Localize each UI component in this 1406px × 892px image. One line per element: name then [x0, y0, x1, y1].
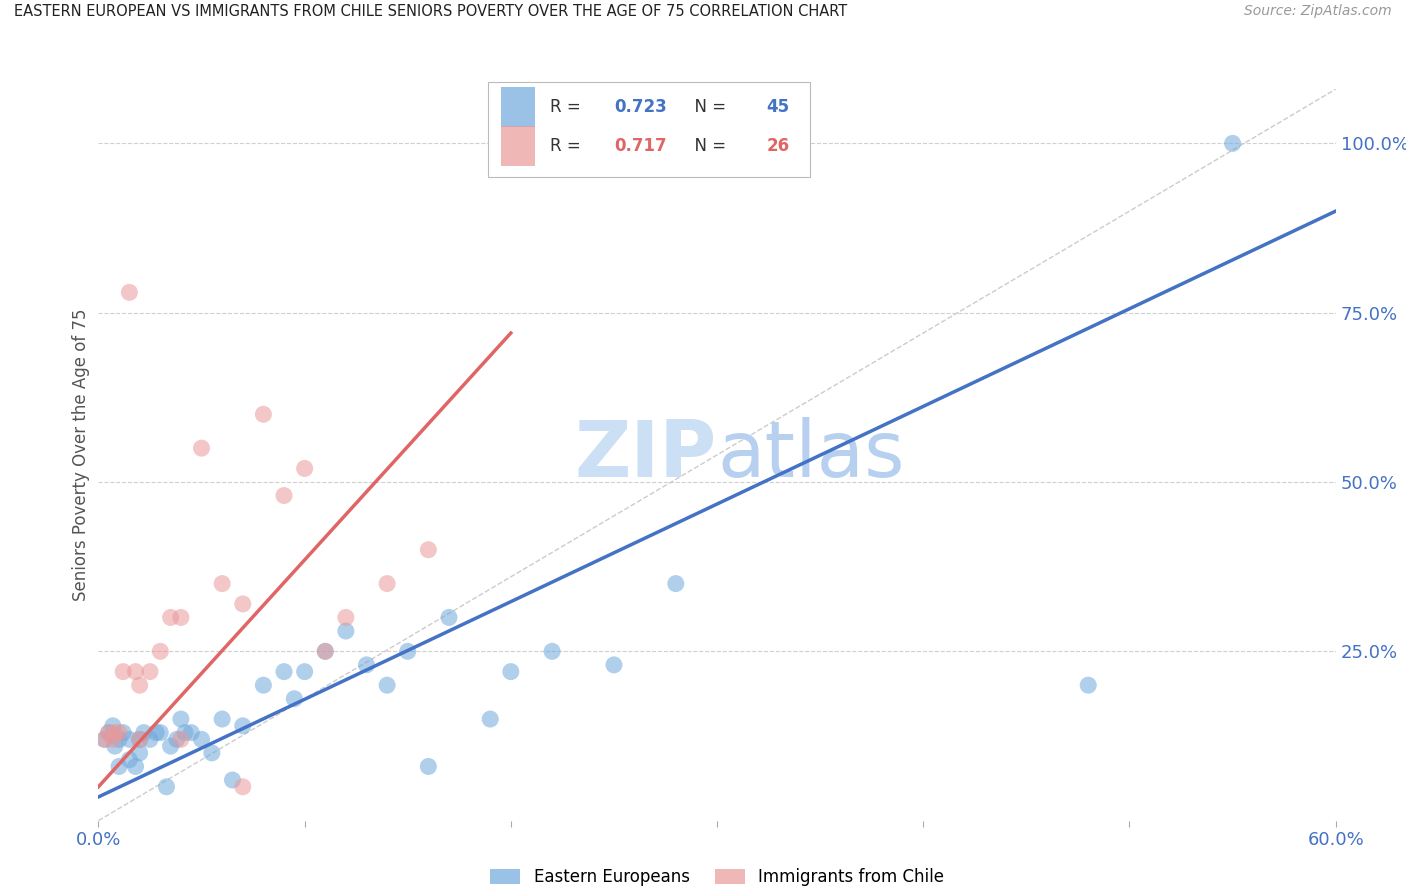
Point [437, 610, 460, 624]
Point [314, 644, 336, 658]
Point [1077, 678, 1099, 692]
Point [170, 610, 193, 624]
Point [104, 739, 127, 753]
Point [132, 725, 155, 739]
Point [232, 780, 254, 794]
Point [118, 285, 141, 300]
Point [93, 732, 115, 747]
Point [201, 746, 224, 760]
Text: ZIP: ZIP [575, 417, 717, 493]
Point [232, 719, 254, 733]
Point [149, 725, 172, 739]
Point [232, 597, 254, 611]
Point [418, 759, 440, 773]
Point [418, 542, 440, 557]
Point [1222, 136, 1244, 151]
Point [283, 691, 305, 706]
Point [108, 759, 131, 773]
Text: 26: 26 [766, 136, 790, 155]
Point [170, 732, 193, 747]
Point [128, 732, 150, 747]
Point [97, 725, 120, 739]
Text: R =: R = [550, 98, 586, 116]
Point [139, 732, 162, 747]
FancyBboxPatch shape [501, 126, 536, 166]
Text: atlas: atlas [717, 417, 904, 493]
Text: Source: ZipAtlas.com: Source: ZipAtlas.com [1244, 4, 1392, 19]
Point [375, 678, 398, 692]
Point [118, 732, 141, 747]
Text: 0.717: 0.717 [614, 136, 666, 155]
Text: R =: R = [550, 136, 586, 155]
Point [128, 732, 150, 747]
Point [479, 712, 502, 726]
Point [124, 759, 146, 773]
Point [294, 461, 316, 475]
Point [93, 732, 115, 747]
Point [159, 739, 181, 753]
Point [101, 719, 124, 733]
Point [145, 725, 167, 739]
FancyBboxPatch shape [488, 82, 810, 177]
Point [108, 732, 131, 747]
Point [118, 753, 141, 767]
Point [159, 610, 181, 624]
Point [273, 489, 295, 503]
Point [252, 678, 274, 692]
Point [665, 576, 688, 591]
Point [356, 657, 378, 672]
FancyBboxPatch shape [501, 87, 536, 128]
Point [149, 644, 172, 658]
Point [603, 657, 626, 672]
Text: N =: N = [683, 136, 731, 155]
Point [128, 746, 150, 760]
Point [104, 725, 127, 739]
Point [252, 407, 274, 421]
Point [335, 610, 357, 624]
Legend: Eastern Europeans, Immigrants from Chile: Eastern Europeans, Immigrants from Chile [484, 862, 950, 892]
Point [112, 725, 135, 739]
Point [211, 712, 233, 726]
Text: N =: N = [683, 98, 731, 116]
Point [375, 576, 398, 591]
Point [128, 678, 150, 692]
Point [108, 725, 131, 739]
Text: 45: 45 [766, 98, 790, 116]
Point [139, 665, 162, 679]
Point [335, 624, 357, 638]
Point [97, 725, 120, 739]
Point [499, 665, 522, 679]
Point [101, 732, 124, 747]
Point [294, 665, 316, 679]
Text: 0.723: 0.723 [614, 98, 666, 116]
Point [541, 644, 564, 658]
Point [180, 725, 202, 739]
Point [273, 665, 295, 679]
Point [155, 780, 177, 794]
Point [396, 644, 419, 658]
Point [190, 441, 212, 455]
Y-axis label: Seniors Poverty Over the Age of 75: Seniors Poverty Over the Age of 75 [72, 309, 90, 601]
Point [314, 644, 336, 658]
Text: EASTERN EUROPEAN VS IMMIGRANTS FROM CHILE SENIORS POVERTY OVER THE AGE OF 75 COR: EASTERN EUROPEAN VS IMMIGRANTS FROM CHIL… [14, 4, 848, 20]
Point [166, 732, 188, 747]
Point [190, 732, 212, 747]
Point [124, 665, 146, 679]
Point [112, 665, 135, 679]
Point [211, 576, 233, 591]
Point [221, 772, 243, 787]
Point [170, 712, 193, 726]
Point [174, 725, 197, 739]
